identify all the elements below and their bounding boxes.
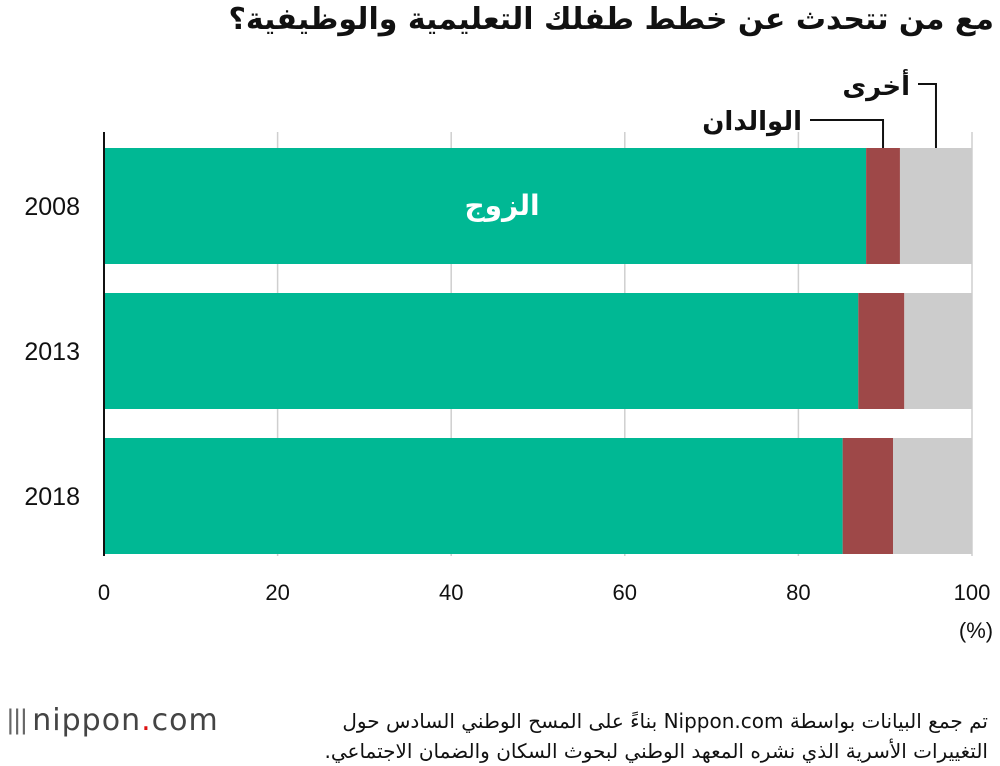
x-tick-label: 0 — [98, 580, 110, 605]
bar-segment — [104, 438, 843, 554]
leader-line-other — [918, 83, 937, 148]
bar-segment — [104, 148, 867, 264]
nippon-logo: ||| nippon. com — [6, 700, 219, 740]
y-category-label: 2013 — [24, 338, 80, 366]
source-note-line-1: تم جمع البيانات بواسطة Nippon.com بناءً … — [342, 709, 988, 733]
bar-segment — [842, 438, 894, 554]
chart-title: مع من تتحدث عن خطط طفلك التعليمية والوظي… — [228, 2, 994, 37]
logo-mark-icon: ||| — [6, 705, 28, 735]
bar-segment — [858, 293, 905, 409]
bar-segment — [866, 148, 900, 264]
source-note-line-2: التغييرات الأسرية الذي نشره المعهد الوطن… — [324, 739, 989, 763]
bar-segment — [893, 438, 972, 554]
x-unit-label: (%) — [959, 618, 993, 643]
y-category-label: 2008 — [24, 193, 80, 221]
logo-dot: . — [141, 702, 152, 738]
series-label-other: أخرى — [842, 69, 910, 102]
source-note: تم جمع البيانات بواسطة Nippon.com بناءً … — [228, 706, 989, 766]
logo-suffix: com — [151, 702, 219, 738]
x-tick-label: 60 — [613, 580, 637, 605]
x-tick-label: 40 — [439, 580, 463, 605]
bar-segment — [104, 293, 859, 409]
series-label-spouse: الزوج — [464, 189, 539, 223]
bars — [104, 148, 972, 554]
series-label-parents: الوالدان — [702, 107, 802, 137]
stacked-bar-chart: 0 20 40 60 80 100 (%) 2008 2013 2018 الزوج الوالدا… — [24, 69, 993, 643]
labels: الزوج الوالدان أخرى — [464, 69, 937, 223]
leader-line-parents — [810, 119, 885, 148]
logo-text: nippon — [32, 702, 142, 738]
bar-segment — [899, 148, 972, 264]
x-tick-label: 100 — [954, 580, 991, 605]
y-category-label: 2018 — [24, 483, 80, 511]
axes: 0 20 40 60 80 100 (%) 2008 2013 2018 — [24, 132, 993, 643]
x-tick-label: 80 — [786, 580, 810, 605]
x-tick-label: 20 — [265, 580, 289, 605]
bar-segment — [904, 293, 972, 409]
